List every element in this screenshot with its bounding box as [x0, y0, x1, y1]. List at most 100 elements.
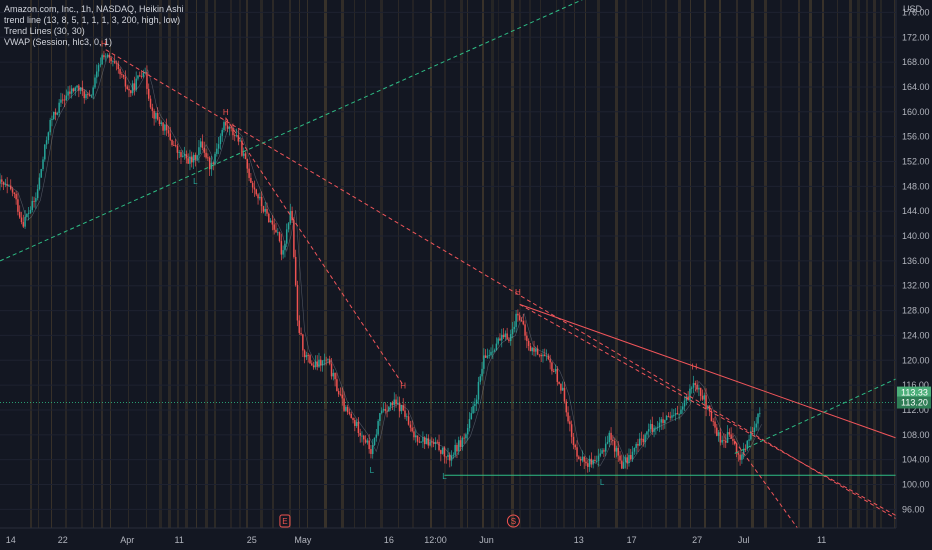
candle-body [578, 456, 580, 460]
candle-body [237, 135, 240, 142]
candle-body [273, 224, 275, 230]
candle-body [11, 189, 14, 193]
candle-body [726, 432, 729, 443]
session-band [354, 0, 355, 528]
candle-body [612, 439, 614, 441]
session-band [239, 0, 241, 528]
candle-body [328, 359, 331, 364]
session-band [146, 0, 147, 528]
x-tick-label: 14 [6, 535, 16, 545]
candle-body [665, 415, 668, 421]
candle-body [257, 194, 259, 199]
session-band [837, 0, 838, 528]
candle-body [680, 409, 682, 414]
candle-body [242, 153, 245, 156]
trend-line [734, 440, 798, 529]
candle-body [20, 217, 23, 223]
candle-body [303, 350, 306, 358]
candle-body [8, 185, 10, 187]
session-band [585, 0, 586, 528]
pivot-low-label: L [193, 177, 198, 186]
candle-body [513, 326, 516, 329]
candle-body [370, 449, 372, 454]
session-band [341, 0, 344, 528]
session-band [205, 0, 208, 528]
candle-body [413, 431, 415, 438]
y-tick-label: 96.00 [902, 504, 925, 514]
candle-body [449, 454, 451, 461]
candle-body [624, 457, 627, 463]
candle-body [165, 124, 168, 131]
session-band [809, 0, 812, 528]
candle-body [552, 371, 555, 373]
candle-body [583, 456, 585, 462]
candle-body [174, 145, 177, 146]
candle-body [58, 102, 60, 113]
pivot-low-label: L [370, 466, 375, 475]
pivot-high-label: H [400, 381, 406, 390]
candle-body [173, 145, 175, 146]
candle-body [104, 56, 107, 58]
candle-body [2, 181, 5, 185]
y-tick-label: 176.00 [902, 7, 930, 17]
candle-body [259, 196, 261, 199]
candle-body [155, 112, 157, 119]
candle-body [531, 347, 533, 352]
candle-body [354, 420, 356, 426]
candle-body [454, 444, 456, 455]
price-tag [897, 396, 931, 409]
session-band [93, 0, 94, 528]
candle-body [499, 338, 501, 341]
symbol-title[interactable]: Amazon.com, Inc., 1h, NASDAQ, Heikin Ash… [4, 4, 184, 14]
candle-body [142, 72, 145, 77]
candle-body [113, 61, 116, 64]
candle-body [585, 461, 587, 464]
candle-body [621, 460, 623, 469]
candle-body [42, 159, 44, 170]
candle-body [171, 139, 173, 146]
indicator-vwap[interactable]: VWAP (Session, hlc3, 0, 1) [4, 37, 113, 47]
candle-body [312, 365, 315, 368]
x-tick-label: May [294, 535, 312, 545]
candle-body [432, 442, 435, 444]
candle-body [314, 361, 317, 368]
candle-body [234, 135, 236, 137]
session-band [849, 0, 852, 528]
candle-body [262, 206, 265, 212]
candle-body [63, 99, 66, 101]
session-band [51, 0, 52, 528]
candle-body [250, 177, 252, 183]
session-band [651, 0, 652, 528]
x-tick-label: 27 [692, 535, 702, 545]
candle-body [504, 333, 507, 338]
candle-body [282, 250, 284, 255]
candle-body [574, 445, 576, 448]
session-band [289, 0, 291, 528]
candle-body [185, 154, 188, 159]
candle-body [556, 368, 559, 382]
candle-body [443, 447, 446, 457]
indicator-trend-lines[interactable]: Trend Lines (30, 30) [4, 26, 85, 36]
candle-body [484, 355, 487, 358]
event-marker-label: S [511, 517, 516, 526]
candle-body [757, 413, 759, 424]
candle-body [416, 435, 419, 442]
candle-body [463, 437, 465, 439]
candle-body [493, 350, 496, 352]
candle-body [628, 455, 630, 463]
candle-body [572, 436, 575, 446]
candle-body [386, 410, 388, 412]
candle-body [364, 439, 367, 443]
candle-body [343, 398, 345, 411]
candle-body [461, 437, 464, 447]
session-band [704, 0, 706, 528]
candle-body [90, 95, 93, 97]
pivot-high-label: H [101, 40, 107, 49]
session-band [272, 0, 274, 528]
indicator-trend-line[interactable]: trend line (13, 8, 5, 1, 1, 1, 3, 200, h… [4, 15, 181, 25]
candle-body [393, 399, 395, 405]
y-tick-label: 132.00 [902, 281, 930, 291]
